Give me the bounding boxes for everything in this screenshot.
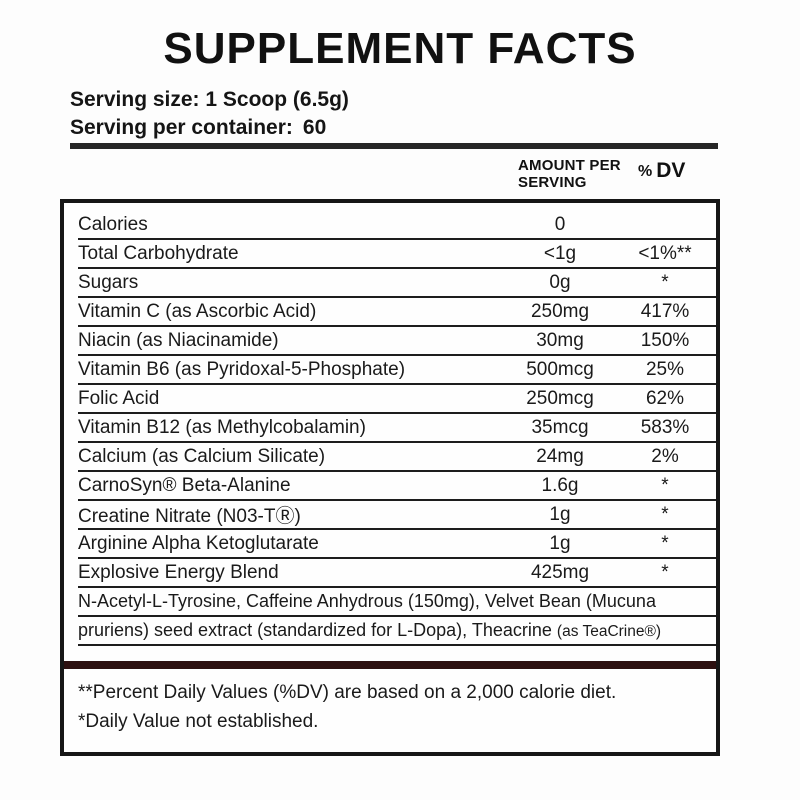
nutrient-amount: 250mg	[530, 300, 590, 322]
blend-ingredients-line2: pruriens) seed extract (standardized for…	[78, 617, 716, 646]
nutrient-name: Vitamin B12 (as Methylcobalamin)	[78, 416, 366, 438]
nutrient-amount: 1g	[549, 532, 571, 554]
nutrient-name: Explosive Energy Blend	[78, 561, 279, 583]
table-row-vitamin-c: Vitamin C (as Ascorbic Acid) 250mg 417%	[78, 298, 716, 327]
nutrient-amount: 35mcg	[531, 416, 589, 438]
nutrient-dv: <1%**	[638, 242, 692, 264]
nutrient-dv: *	[661, 561, 669, 583]
table-row-vitamin-b6: Vitamin B6 (as Pyridoxal-5-Phosphate) 50…	[78, 356, 716, 385]
table-row-calcium: Calcium (as Calcium Silicate) 24mg 2%	[78, 443, 716, 472]
table-row-folic-acid: Folic Acid 250mcg 62%	[78, 385, 716, 414]
page-title: SUPPLEMENT FACTS	[163, 24, 637, 73]
serving-info: Serving size: 1 Scoop (6.5g) Serving per…	[70, 86, 349, 142]
nutrient-amount: <1g	[543, 242, 577, 264]
blend-ingredients-line2-small: (as TeaCrine®)	[556, 623, 662, 640]
nutrient-amount: 1.6g	[541, 474, 579, 496]
footnote-percent-dv: **Percent Daily Values (%DV) are based o…	[78, 682, 617, 703]
table-row-explosive-energy-blend: Explosive Energy Blend 425mg *	[78, 559, 716, 588]
nutrient-amount: 1g	[549, 503, 571, 525]
nutrient-dv: *	[661, 532, 669, 554]
table-row-vitamin-b12: Vitamin B12 (as Methylcobalamin) 35mcg 5…	[78, 414, 716, 443]
nutrient-amount: 425mg	[530, 561, 590, 583]
facts-table: Calories 0 Total Carbohydrate <1g <1%** …	[60, 199, 720, 756]
nutrient-dv: 25%	[645, 358, 685, 380]
nutrient-dv: *	[661, 503, 669, 525]
serving-size: Serving size: 1 Scoop (6.5g)	[70, 88, 349, 111]
footnotes: **Percent Daily Values (%DV) are based o…	[64, 669, 716, 736]
nutrient-name: Calcium (as Calcium Silicate)	[78, 445, 326, 467]
servings-per-container-value: 60	[302, 116, 327, 139]
percent-dv-header: % DV	[638, 159, 685, 183]
nutrient-name: Vitamin C (as Ascorbic Acid)	[78, 300, 317, 322]
nutrient-name: Niacin (as Niacinamide)	[78, 329, 279, 351]
nutrient-dv: *	[661, 271, 669, 293]
servings-per-container-label: Serving per container:	[70, 116, 293, 139]
nutrient-amount: 0g	[549, 271, 571, 293]
servings-per-container: Serving per container: 60	[70, 114, 349, 142]
nutrient-name: Sugars	[78, 271, 139, 293]
amount-per-serving-header-line2: SERVING	[518, 174, 587, 191]
table-row-total-carbohydrate: Total Carbohydrate <1g <1%**	[78, 240, 716, 269]
nutrient-name: Arginine Alpha Ketoglutarate	[78, 532, 319, 554]
nutrient-name: Creatine Nitrate (N03-TⓇ)	[78, 506, 301, 527]
table-row-sugars: Sugars 0g *	[78, 269, 716, 298]
percent-sign: %	[638, 163, 653, 180]
footnote-divider-bar	[64, 661, 716, 669]
nutrient-name: Total Carbohydrate	[78, 242, 239, 264]
nutrient-amount: 500mcg	[526, 358, 594, 380]
nutrient-name: Folic Acid	[78, 387, 160, 409]
nutrient-dv: *	[661, 474, 669, 496]
footnote-not-established: *Daily Value not established.	[78, 711, 319, 732]
nutrient-name: Vitamin B6 (as Pyridoxal-5-Phosphate)	[78, 358, 406, 380]
nutrient-amount: 250mcg	[526, 387, 594, 409]
table-row-arginine-akg: Arginine Alpha Ketoglutarate 1g *	[78, 530, 716, 559]
nutrient-dv: 150%	[640, 329, 690, 351]
facts-rows: Calories 0 Total Carbohydrate <1g <1%** …	[64, 203, 716, 646]
blend-ingredients-line2-main: pruriens) seed extract (standardized for…	[78, 620, 557, 640]
dv-label: DV	[656, 159, 686, 182]
nutrient-dv: 62%	[645, 387, 685, 409]
nutrient-dv: 583%	[640, 416, 690, 438]
nutrient-name: Calories	[78, 213, 148, 235]
table-row-calories: Calories 0	[78, 211, 716, 240]
blend-ingredients-line1: N-Acetyl-L-Tyrosine, Caffeine Anhydrous …	[78, 588, 716, 617]
nutrient-name: CarnoSyn® Beta-Alanine	[78, 474, 291, 496]
nutrient-dv: 2%	[651, 445, 679, 467]
nutrient-amount: 0	[554, 213, 566, 235]
table-row-niacin: Niacin (as Niacinamide) 30mg 150%	[78, 327, 716, 356]
amount-per-serving-header: AMOUNT PER SERVING	[518, 157, 621, 191]
amount-per-serving-header-line1: AMOUNT PER	[518, 157, 621, 174]
nutrient-amount: 24mg	[536, 445, 584, 467]
nutrient-amount: 30mg	[536, 329, 584, 351]
table-row-beta-alanine: CarnoSyn® Beta-Alanine 1.6g *	[78, 472, 716, 501]
nutrient-dv: 417%	[640, 300, 690, 322]
header-divider	[70, 143, 718, 149]
table-row-creatine-nitrate: Creatine Nitrate (N03-TⓇ) 1g *	[78, 501, 716, 530]
